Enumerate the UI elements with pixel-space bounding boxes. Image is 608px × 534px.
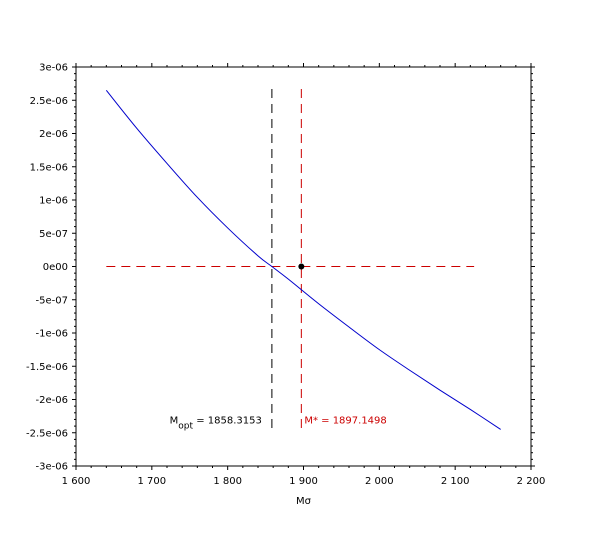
series-group: [105, 89, 501, 430]
y-tick-label: 0e00: [43, 262, 68, 273]
series-line: [105, 89, 501, 430]
y-tick-label: -1.5e-06: [26, 362, 68, 373]
y-tick-label: -2.5e-06: [26, 428, 68, 439]
x-tick-label: 2 100: [441, 476, 470, 487]
y-tick-label: -1e-06: [36, 329, 68, 340]
axes-group: 1 600 1 700 1 800 1 900 2 000 2 100 2 200 3e-06…: [26, 63, 545, 488]
x-tick-label: 1 900: [289, 476, 318, 487]
annotations-group: Mopt = 1858.3153 M* = 1897.1498: [170, 415, 387, 431]
y-tick-label: -2e-06: [36, 395, 68, 406]
y-tick-label: 1e-06: [39, 196, 68, 207]
reference-lines: [106, 88, 475, 430]
x-tick-label: 2 200: [517, 476, 546, 487]
x-axis-title: Mσ: [296, 496, 312, 507]
m-opt-annotation: Mopt = 1858.3153: [170, 415, 262, 431]
y-tick-label: 2.5e-06: [30, 96, 68, 107]
x-tick-label: 1 600: [62, 476, 91, 487]
x-tick-label: 1 800: [213, 476, 242, 487]
m-star-annotation: M* = 1897.1498: [304, 415, 386, 426]
y-tick-label: 1.5e-06: [30, 162, 68, 173]
y-tick-label: 5e-07: [39, 229, 68, 240]
y-tick-label: -3e-06: [36, 462, 68, 473]
x-tick-label: 2 000: [365, 476, 394, 487]
y-tick-label: -5e-07: [36, 295, 68, 306]
y-tick-label: 2e-06: [39, 129, 68, 140]
y-tick-label: 3e-06: [39, 63, 68, 74]
m-star-point: [298, 263, 305, 270]
x-tick-label: 1 700: [138, 476, 167, 487]
